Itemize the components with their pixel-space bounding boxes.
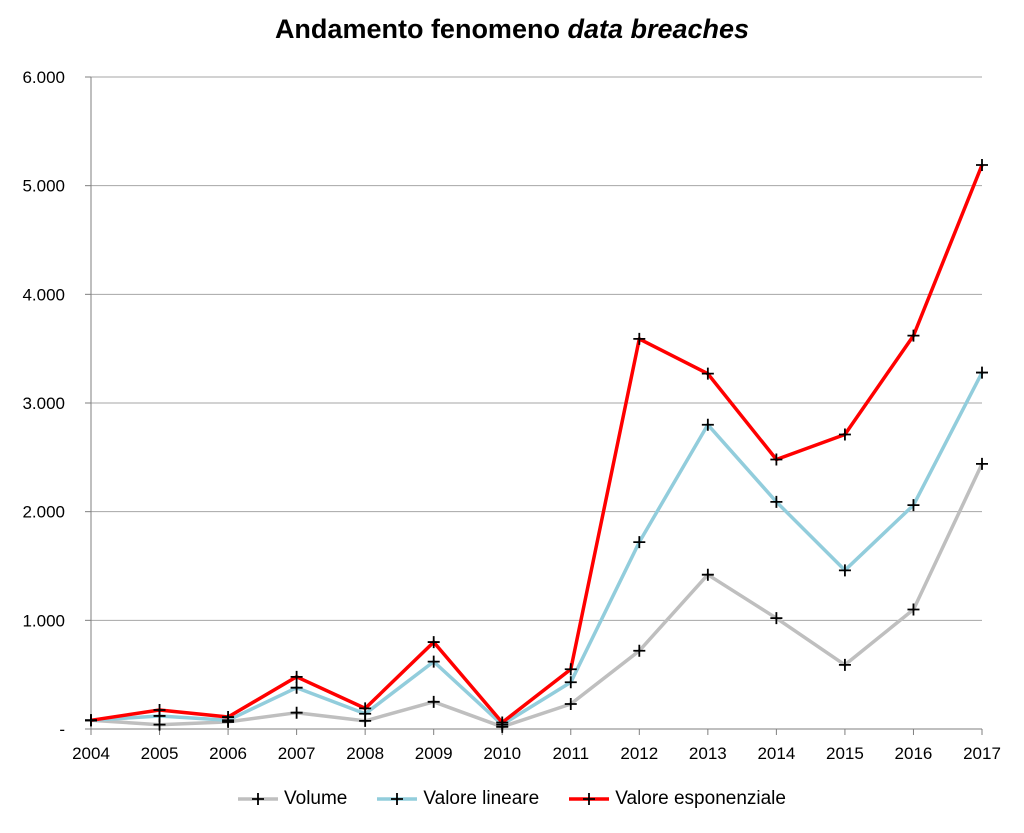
data-point: [290, 706, 303, 719]
x-tick-label: 2010: [483, 744, 521, 763]
data-point: [907, 603, 920, 616]
data-point: [427, 695, 440, 708]
legend-swatch: [377, 793, 418, 805]
y-tick-label: 1.000: [22, 611, 65, 630]
series-line: [90, 164, 984, 725]
data-point: [564, 676, 577, 689]
data-point: [633, 536, 646, 549]
data-point: [976, 159, 988, 172]
data-point: [496, 716, 509, 729]
series-markers: [85, 159, 988, 733]
data-point: [976, 457, 988, 470]
chart-title-plain: Andamento fenomeno: [274, 14, 568, 44]
y-tick-label: 4.000: [22, 285, 65, 304]
legend: Volume Valore lineare Valore esponenziale: [0, 788, 1024, 810]
x-tick-label: 2016: [895, 744, 933, 763]
data-point: [838, 658, 851, 671]
data-point: [838, 428, 851, 441]
gridlines: [91, 76, 982, 621]
data-point: [633, 332, 646, 345]
data-point: [153, 703, 166, 716]
x-tick-label: 2007: [278, 744, 316, 763]
legend-item: Valore esponenziale: [569, 788, 786, 810]
data-point: [290, 681, 303, 694]
y-tick-label: -: [59, 720, 65, 739]
y-tick-label: 5.000: [22, 177, 65, 196]
x-tick-label: 2005: [141, 744, 179, 763]
data-point: [564, 698, 577, 711]
series-lines: [90, 164, 984, 729]
x-tick-label: 2017: [963, 744, 1001, 763]
y-tick-label: 3.000: [22, 394, 65, 413]
y-tick-label: 6.000: [22, 68, 65, 87]
legend-label: Valore lineare: [423, 788, 540, 809]
legend-label: Volume: [284, 788, 348, 809]
x-tick-label: 2008: [346, 744, 384, 763]
data-point: [907, 329, 920, 342]
data-point: [701, 568, 714, 581]
data-point: [633, 644, 646, 657]
data-point: [907, 499, 920, 512]
series-line: [90, 371, 984, 727]
data-point: [290, 670, 303, 683]
data-point: [770, 612, 783, 625]
series-line: [90, 463, 984, 729]
legend-label: Valore esponenziale: [615, 788, 786, 809]
x-tick-label: 2015: [826, 744, 864, 763]
data-point: [701, 418, 714, 431]
data-point: [85, 714, 97, 727]
data-point: [976, 366, 988, 379]
x-tick-label: 2013: [689, 744, 727, 763]
data-point: [838, 564, 851, 577]
x-tick-label: 2006: [209, 744, 247, 763]
legend-marker: [583, 793, 596, 805]
axes: [85, 76, 983, 735]
data-point: [564, 663, 577, 676]
y-axis-ticks: - 1.000 2.000 3.000 4.000 5.000 6.000: [22, 68, 65, 739]
data-point: [222, 711, 235, 724]
x-tick-label: 2004: [72, 744, 110, 763]
chart-title: Andamento fenomeno data breaches: [0, 14, 1024, 45]
legend-item: Valore lineare: [377, 788, 539, 810]
x-axis-ticks: 2004 2005 2006 2007 2008 2009 2010 2011 2012 2013…: [72, 744, 1001, 763]
data-point: [770, 495, 783, 508]
data-point: [427, 636, 440, 649]
legend-item: Volume: [238, 788, 347, 810]
legend-swatch: [238, 793, 278, 805]
chart-title-italic: data breaches: [567, 14, 750, 44]
data-point: [770, 453, 783, 466]
x-tick-label: 2012: [620, 744, 658, 763]
legend-marker: [391, 793, 404, 805]
x-tick-label: 2014: [757, 744, 795, 763]
legend-marker: [252, 793, 264, 805]
y-tick-label: 2.000: [22, 503, 65, 522]
x-tick-label: 2011: [552, 744, 589, 763]
x-tick-label: 2009: [415, 744, 453, 763]
data-point: [359, 702, 372, 715]
data-point: [701, 367, 714, 380]
legend-swatch: [569, 793, 610, 805]
data-point: [427, 655, 440, 668]
